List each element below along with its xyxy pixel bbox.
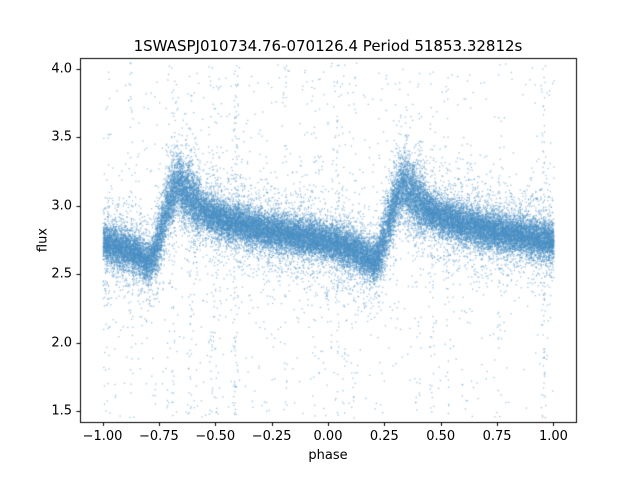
- x-tick-label: 0.50: [426, 429, 456, 444]
- x-axis-label: phase: [308, 448, 348, 463]
- chart-title: 1SWASPJ010734.76-070126.4 Period 51853.3…: [133, 37, 523, 55]
- x-tick-label: −0.75: [138, 429, 179, 444]
- x-tick-label: −1.00: [82, 429, 123, 444]
- x-tick-label: −0.50: [195, 429, 236, 444]
- y-tick-label: 3.5: [51, 129, 72, 145]
- x-tick-label: 0.75: [482, 429, 512, 444]
- y-tick-label: 1.5: [51, 403, 72, 419]
- x-tick-label: 1.00: [538, 429, 568, 444]
- y-tick-label: 2.0: [51, 335, 72, 351]
- x-tick-label: −0.25: [251, 429, 292, 444]
- x-tick-label: 0.00: [313, 429, 343, 444]
- x-tick-label: 0.25: [369, 429, 399, 444]
- y-tick-label: 2.5: [51, 266, 72, 282]
- y-tick-label: 3.0: [51, 198, 72, 214]
- y-axis-label: flux: [35, 227, 51, 253]
- y-tick-label: 4.0: [51, 61, 72, 77]
